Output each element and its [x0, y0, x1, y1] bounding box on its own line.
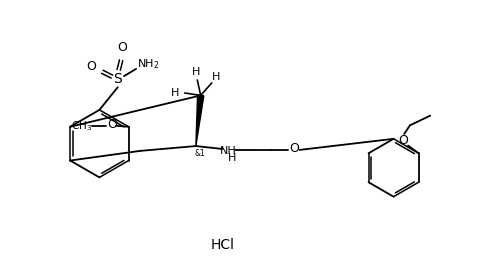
Text: NH$_2$: NH$_2$	[138, 57, 160, 71]
Polygon shape	[196, 95, 204, 146]
Text: H: H	[192, 67, 200, 77]
Text: O: O	[399, 134, 409, 147]
Text: O: O	[118, 41, 128, 54]
Text: O: O	[289, 142, 299, 155]
Text: CH$_3$: CH$_3$	[71, 119, 93, 133]
Text: S: S	[113, 72, 122, 85]
Text: HCl: HCl	[211, 238, 234, 252]
Text: H: H	[228, 153, 236, 163]
Text: O: O	[86, 59, 96, 73]
Text: H: H	[171, 88, 179, 98]
Text: &1: &1	[194, 149, 205, 158]
Text: H: H	[212, 72, 220, 82]
Text: O: O	[107, 118, 117, 131]
Text: NH: NH	[220, 146, 237, 156]
